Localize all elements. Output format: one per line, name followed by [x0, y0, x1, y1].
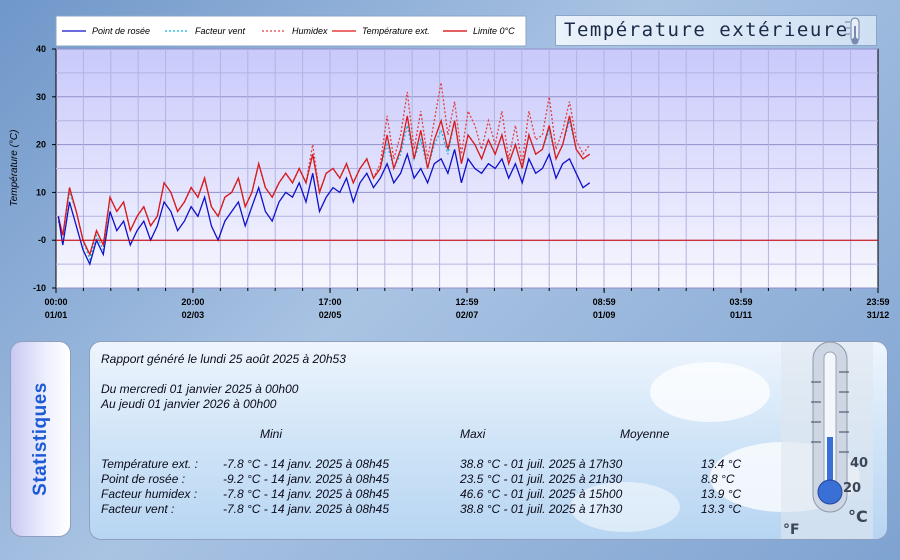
row-label: Facteur humidex : [101, 487, 198, 501]
x-tick-date: 31/12 [867, 310, 890, 320]
x-tick-date: 01/01 [45, 310, 68, 320]
row-mini: -7.8 °C - 14 janv. 2025 à 08h45 [223, 487, 390, 501]
y-tick-label: -10 [33, 283, 46, 293]
x-tick-date: 02/03 [182, 310, 205, 320]
row-moyenne: 8.8 °C [701, 472, 735, 486]
chart-title-box: Température extérieure [555, 15, 877, 46]
row-mini: -7.8 °C - 14 janv. 2025 à 08h45 [223, 502, 390, 516]
thermometer-illustration: 40 20 °F °C [781, 342, 873, 539]
x-tick-time: 17:00 [319, 297, 342, 307]
legend-label: Température ext. [362, 26, 430, 36]
stats-side-label: Statistiques [29, 382, 51, 496]
x-tick-date: 02/05 [319, 310, 342, 320]
x-tick-date: 01/09 [593, 310, 616, 320]
row-maxi: 46.6 °C - 01 juil. 2025 à 15h00 [460, 487, 623, 501]
row-label: Facteur vent : [101, 502, 175, 516]
chart-panel: 40 30 20 10 -0 -10 00:00 01/01 20:00 02/03 17:00 02… [9, 15, 890, 320]
x-tick-time: 12:59 [455, 297, 478, 307]
x-tick-time: 08:59 [593, 297, 616, 307]
row-moyenne: 13.3 °C [701, 502, 742, 516]
x-tick-date: 02/07 [456, 310, 479, 320]
y-tick-label: -0 [38, 235, 46, 245]
thermo-tick-20: 20 [843, 481, 861, 496]
row-mini: -7.8 °C - 14 janv. 2025 à 08h45 [223, 457, 390, 471]
x-tick-time: 00:00 [44, 297, 67, 307]
x-tick-time: 20:00 [181, 297, 204, 307]
stats-panel: Rapport généré le lundi 25 août 2025 à 2… [89, 341, 888, 540]
thermo-tick-40: 40 [850, 456, 868, 471]
temperature-chart: 40 30 20 10 -0 -10 00:00 01/01 20:00 02/03 17:00 02… [9, 15, 890, 320]
cloud-decoration [650, 362, 770, 422]
header-moyenne: Moyenne [620, 427, 670, 441]
thermometer-icon [845, 17, 860, 45]
legend-label: Humidex [292, 26, 328, 36]
row-moyenne: 13.9 °C [701, 487, 742, 501]
chart-title: Température extérieure [564, 19, 849, 41]
legend-label: Limite 0°C [473, 26, 515, 36]
thermo-unit-f: °F [783, 522, 800, 538]
row-label: Point de rosée : [101, 472, 186, 486]
thermo-unit-c: °C [848, 507, 868, 526]
row-label: Température ext. : [101, 457, 198, 471]
header-mini: Mini [260, 427, 283, 441]
legend-label: Facteur vent [195, 26, 246, 36]
series-line-3 [57, 115, 591, 257]
x-tick-time: 03:59 [730, 297, 753, 307]
x-tick-time: 23:59 [866, 297, 889, 307]
y-axis-label: Température (°C) [9, 130, 20, 207]
stats-side-tab: Statistiques [10, 341, 71, 537]
row-moyenne: 13.4 °C [701, 457, 742, 471]
x-tick-date: 01/11 [730, 310, 752, 320]
y-tick-label: 20 [36, 140, 46, 150]
y-tick-label: 10 [36, 187, 46, 197]
row-maxi: 38.8 °C - 01 juil. 2025 à 17h30 [460, 502, 623, 516]
header-maxi: Maxi [460, 427, 486, 441]
row-mini: -9.2 °C - 14 janv. 2025 à 08h45 [223, 472, 390, 486]
y-tick-label: 40 [36, 44, 46, 54]
cloud-decoration [570, 482, 680, 532]
report-line: Rapport généré le lundi 25 août 2025 à 2… [101, 352, 346, 366]
y-tick-label: 30 [36, 92, 46, 102]
row-maxi: 23.5 °C - 01 juil. 2025 à 21h30 [460, 472, 623, 486]
series-line-0 [57, 149, 591, 266]
legend-label: Point de rosée [92, 26, 150, 36]
period-to: Au jeudi 01 janvier 2026 à 00h00 [101, 397, 277, 411]
row-maxi: 38.8 °C - 01 juil. 2025 à 17h30 [460, 457, 623, 471]
period-from: Du mercredi 01 janvier 2025 à 00h00 [101, 382, 299, 396]
